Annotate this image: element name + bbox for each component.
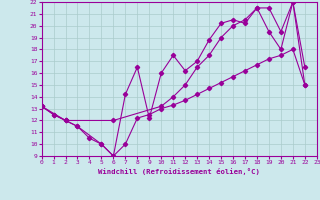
X-axis label: Windchill (Refroidissement éolien,°C): Windchill (Refroidissement éolien,°C) xyxy=(98,168,260,175)
